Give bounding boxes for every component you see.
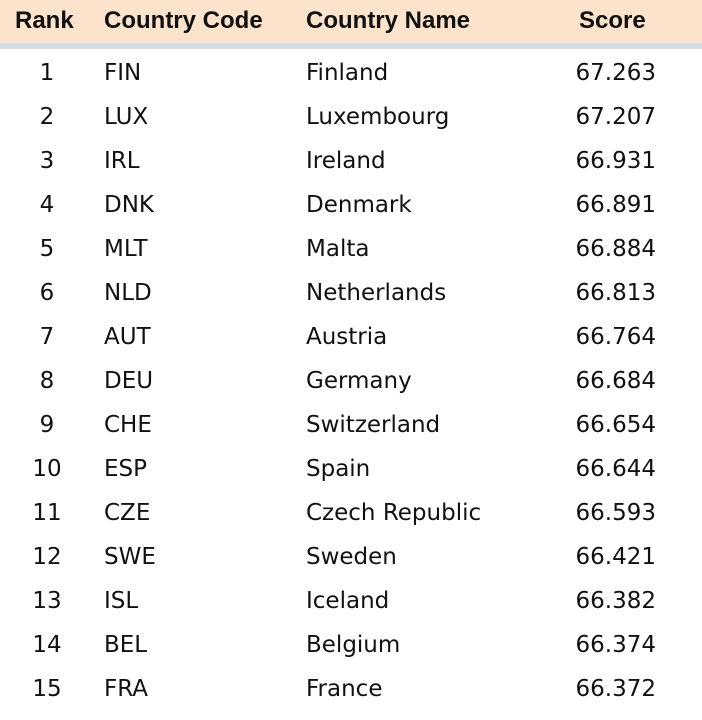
cell-country-code: ESP: [104, 456, 148, 482]
table-row: 15 FRA France 66.372: [0, 667, 702, 711]
table-row: 5 MLT Malta 66.884: [0, 227, 702, 271]
cell-country-code: DEU: [104, 368, 154, 394]
cell-country-code: DNK: [104, 192, 154, 218]
cell-score: 66.421: [575, 544, 656, 570]
table-row: 9 CHE Switzerland 66.654: [0, 403, 702, 447]
cell-rank: 5: [39, 236, 55, 262]
cell-score: 66.382: [575, 588, 656, 614]
cell-score: 67.207: [575, 104, 656, 130]
table-row: 11 CZE Czech Republic 66.593: [0, 491, 702, 535]
cell-rank: 8: [39, 368, 55, 394]
cell-score: 66.654: [575, 412, 656, 438]
table-header: Rank Country Code Country Name Score: [0, 0, 702, 49]
cell-country-code: FIN: [104, 60, 142, 86]
cell-score: 66.931: [575, 148, 656, 174]
cell-country-code: MLT: [104, 236, 148, 262]
cell-rank: 11: [32, 500, 62, 526]
table-row: 4 DNK Denmark 66.891: [0, 183, 702, 227]
table-row: 14 BEL Belgium 66.374: [0, 623, 702, 667]
cell-country-code: CHE: [104, 412, 152, 438]
cell-score: 66.593: [575, 500, 656, 526]
table-row: 8 DEU Germany 66.684: [0, 359, 702, 403]
cell-country-name: Czech Republic: [306, 500, 482, 526]
cell-country-name: Denmark: [306, 192, 412, 218]
cell-score: 66.764: [575, 324, 656, 350]
cell-rank: 2: [39, 104, 55, 130]
cell-score: 66.813: [575, 280, 656, 306]
cell-rank: 9: [39, 412, 55, 438]
cell-country-name: Netherlands: [306, 280, 447, 306]
cell-rank: 4: [39, 192, 55, 218]
cell-country-code: LUX: [104, 104, 149, 130]
header-country-code: Country Code: [104, 7, 263, 34]
cell-country-code: SWE: [104, 544, 156, 570]
cell-country-name: Luxembourg: [306, 104, 450, 130]
cell-country-name: Germany: [306, 368, 412, 394]
cell-score: 66.891: [575, 192, 656, 218]
cell-country-name: Ireland: [306, 148, 386, 174]
cell-country-code: ISL: [104, 588, 139, 614]
cell-country-name: Spain: [306, 456, 371, 482]
cell-score: 66.372: [575, 676, 656, 702]
header-rank: Rank: [15, 7, 74, 34]
cell-country-name: Sweden: [306, 544, 397, 570]
table-row: 7 AUT Austria 66.764: [0, 315, 702, 359]
cell-country-code: CZE: [104, 500, 151, 526]
cell-country-name: Finland: [306, 60, 389, 86]
cell-country-code: IRL: [104, 148, 140, 174]
cell-score: 66.644: [575, 456, 656, 482]
header-score: Score: [579, 7, 646, 34]
table-body: 1 FIN Finland 67.263 2 LUX Luxembourg 67.207 3 IR…: [0, 49, 702, 711]
cell-rank: 6: [39, 280, 55, 306]
cell-rank: 13: [32, 588, 62, 614]
cell-rank: 1: [39, 60, 55, 86]
cell-score: 66.374: [575, 632, 656, 658]
cell-country-name: Belgium: [306, 632, 401, 658]
cell-rank: 14: [32, 632, 62, 658]
table-row: 3 IRL Ireland 66.931: [0, 139, 702, 183]
cell-score: 67.263: [575, 60, 656, 86]
cell-score: 66.884: [575, 236, 656, 262]
cell-rank: 3: [39, 148, 55, 174]
cell-country-code: BEL: [104, 632, 148, 658]
cell-rank: 15: [32, 676, 62, 702]
cell-rank: 12: [32, 544, 62, 570]
cell-country-code: NLD: [104, 280, 152, 306]
cell-score: 66.684: [575, 368, 656, 394]
table-row: 12 SWE Sweden 66.421: [0, 535, 702, 579]
cell-country-name: Switzerland: [306, 412, 441, 438]
table-row: 13 ISL Iceland 66.382: [0, 579, 702, 623]
cell-country-name: Malta: [306, 236, 370, 262]
cell-rank: 7: [39, 324, 55, 350]
header-country-name: Country Name: [306, 7, 471, 34]
table-row: 10 ESP Spain 66.644: [0, 447, 702, 491]
table-row: 2 LUX Luxembourg 67.207: [0, 95, 702, 139]
cell-country-name: Iceland: [306, 588, 390, 614]
table-row: 6 NLD Netherlands 66.813: [0, 271, 702, 315]
cell-country-code: FRA: [104, 676, 149, 702]
cell-rank: 10: [32, 456, 62, 482]
cell-country-name: Austria: [306, 324, 388, 350]
table-row: 1 FIN Finland 67.263: [0, 51, 702, 95]
cell-country-code: AUT: [104, 324, 151, 350]
cell-country-name: France: [306, 676, 383, 702]
